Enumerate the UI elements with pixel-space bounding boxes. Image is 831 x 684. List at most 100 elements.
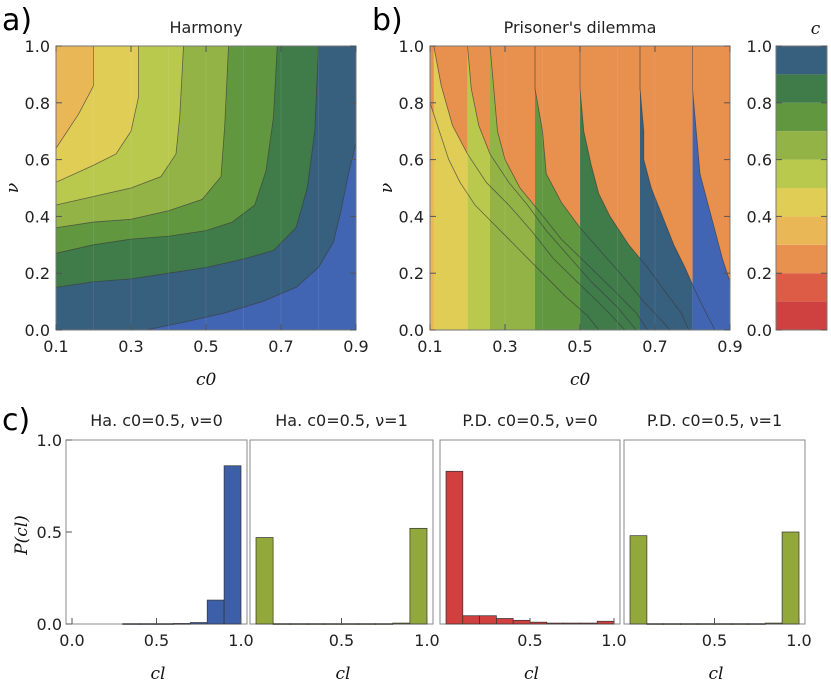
colorbar: 0.0 0.2 0.4 0.6 0.8 1.0 c bbox=[747, 19, 828, 340]
y-tick-label: 1.0 bbox=[37, 431, 62, 450]
x-tick-label: 1.0 bbox=[414, 631, 439, 650]
contour-line bbox=[692, 46, 730, 282]
y-tick-label: 0.8 bbox=[25, 94, 50, 113]
y-tick-label: 0.4 bbox=[25, 207, 50, 226]
x-axis-label: cl bbox=[524, 664, 539, 684]
y-tick-label: 0.2 bbox=[25, 264, 50, 283]
contour-fill-area bbox=[430, 46, 730, 330]
y-tick-label: 0.2 bbox=[399, 264, 424, 283]
x-tick-label: 0.3 bbox=[492, 337, 517, 356]
contour-panel-prisoners-dilemma: Prisoner's dilemma 0.1 0.3 0.5 0.7 0.9 0.0 0.2 0… bbox=[377, 18, 743, 390]
histogram-panel: Ha. c0=0.5, ν=0 0.0 0.5 1.0 cl 0.0 0.5 1.0 P(cl) bbox=[12, 411, 254, 684]
contour-band bbox=[640, 46, 730, 330]
y-axis-label: P(cl) bbox=[12, 515, 32, 556]
histogram-title: Ha. c0=0.5, ν=0 bbox=[90, 411, 223, 430]
contour-line bbox=[56, 46, 229, 229]
histogram-bar bbox=[289, 623, 308, 625]
y-tick-label: 0.5 bbox=[37, 523, 62, 542]
contour-band bbox=[146, 142, 356, 330]
x-tick-label: 0.7 bbox=[268, 337, 293, 356]
plot-frame bbox=[439, 439, 621, 625]
colorbar-swatch bbox=[776, 46, 827, 75]
contour-line bbox=[145, 142, 356, 330]
colorbar-tick-label: 0.6 bbox=[747, 151, 772, 170]
colorbar-tick-label: 0.8 bbox=[747, 94, 772, 113]
colorbar-swatch bbox=[776, 102, 827, 132]
histogram-bar bbox=[392, 622, 411, 625]
panel-title: Harmony bbox=[169, 18, 242, 37]
x-tick-label: 1.0 bbox=[786, 631, 811, 650]
histogram-panels: Ha. c0=0.5, ν=0 0.0 0.5 1.0 cl 0.0 0.5 1.0 P(cl)… bbox=[12, 411, 812, 684]
x-tick-label: 0.5 bbox=[329, 631, 354, 650]
histogram-bar bbox=[663, 623, 682, 625]
histogram-panel: P.D. c0=0.5, ν=1 0.5 1.0 cl bbox=[623, 411, 812, 684]
colorbar-frame bbox=[775, 45, 828, 331]
histogram-bar bbox=[173, 623, 191, 625]
y-tick-label: 0.0 bbox=[399, 321, 424, 340]
plot-frame bbox=[249, 439, 434, 625]
histogram-bar bbox=[563, 622, 581, 625]
panel-label-c: c) bbox=[2, 403, 30, 438]
histogram-bar bbox=[223, 465, 242, 625]
y-axis-label: ν bbox=[3, 183, 23, 193]
contour-fill-area bbox=[56, 46, 356, 330]
contour-line bbox=[56, 46, 94, 149]
histogram-bar bbox=[375, 623, 394, 625]
histogram-bar bbox=[479, 615, 497, 625]
histogram-title: P.D. c0=0.5, ν=1 bbox=[647, 411, 782, 430]
histogram-panel: P.D. c0=0.5, ν=0 0.5 1.0 cl bbox=[439, 411, 627, 684]
histogram-bar bbox=[747, 623, 766, 625]
contour-band bbox=[56, 46, 356, 330]
colorbar-swatch bbox=[776, 244, 827, 274]
colorbar-tick-label: 0.4 bbox=[747, 207, 772, 226]
contour-line bbox=[56, 46, 139, 183]
histogram-panel: Ha. c0=0.5, ν=1 0.5 1.0 cl bbox=[249, 411, 440, 684]
histogram-bar bbox=[512, 619, 531, 625]
x-tick-label: 0.1 bbox=[43, 337, 68, 356]
histogram-bar bbox=[139, 623, 157, 625]
colorbar-tick-label: 1.0 bbox=[747, 37, 772, 56]
x-tick-label: 0.9 bbox=[717, 337, 742, 356]
histogram-title: P.D. c0=0.5, ν=0 bbox=[462, 411, 597, 430]
contour-line bbox=[433, 46, 626, 330]
colorbar-tick-label: 0.2 bbox=[747, 264, 772, 283]
x-tick-label: 0.0 bbox=[59, 631, 84, 650]
histogram-bar bbox=[714, 623, 732, 625]
x-axis-label: c0 bbox=[570, 370, 591, 390]
y-tick-label: 0.4 bbox=[399, 207, 424, 226]
histogram-bar bbox=[358, 623, 377, 625]
contour-line bbox=[430, 102, 600, 330]
plot-frame bbox=[65, 439, 248, 625]
x-tick-label: 0.9 bbox=[343, 337, 368, 356]
contour-panel-harmony: Harmony 0.1 0.3 0.5 0.7 0.9 0.0 0.2 0.4 0.6 0.8 1.0… bbox=[3, 18, 369, 390]
x-tick-label: 0.3 bbox=[118, 337, 143, 356]
histogram-bar bbox=[680, 623, 698, 625]
histogram-bar bbox=[156, 623, 174, 625]
histogram-bar bbox=[462, 615, 480, 625]
colorbar-swatch bbox=[776, 301, 827, 330]
colorbar-swatch bbox=[776, 273, 827, 302]
contour-line bbox=[579, 46, 690, 330]
x-tick-label: 0.5 bbox=[517, 631, 542, 650]
contour-band bbox=[692, 46, 730, 330]
contour-line bbox=[56, 46, 184, 206]
colorbar-swatch bbox=[776, 74, 827, 103]
plot-frame bbox=[623, 439, 806, 625]
x-tick-label: 1.0 bbox=[228, 631, 253, 650]
histogram-bar bbox=[122, 623, 140, 625]
x-axis-label: cl bbox=[709, 664, 724, 684]
x-axis-label: cl bbox=[151, 664, 166, 684]
contour-line bbox=[56, 46, 278, 254]
histogram-bar bbox=[496, 618, 514, 625]
x-axis-label: c0 bbox=[196, 370, 217, 390]
contour-line bbox=[56, 46, 319, 288]
x-tick-label: 0.5 bbox=[702, 631, 727, 650]
histogram-bar bbox=[272, 623, 291, 625]
x-tick-label: 0.5 bbox=[144, 631, 169, 650]
histogram-bar bbox=[646, 623, 665, 625]
histogram-bar bbox=[546, 622, 564, 625]
histogram-bar bbox=[731, 623, 749, 625]
panel-title: Prisoner's dilemma bbox=[504, 18, 657, 37]
y-tick-label: 0.6 bbox=[25, 151, 50, 170]
histogram-bar bbox=[697, 623, 715, 625]
